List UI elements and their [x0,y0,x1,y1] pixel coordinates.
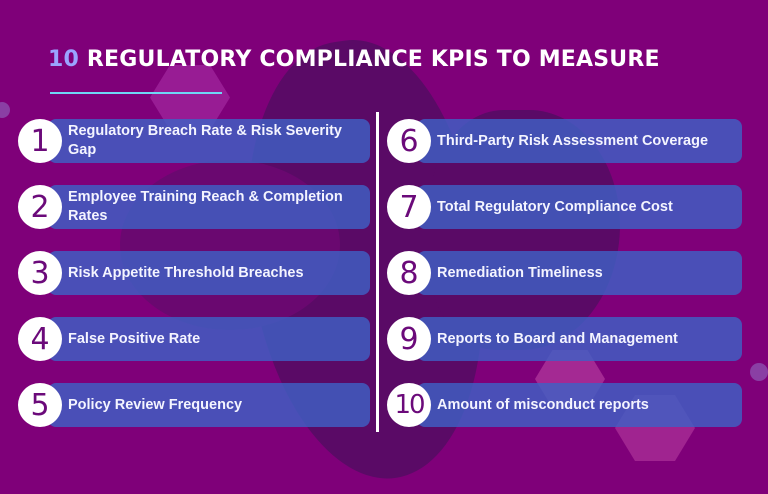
kpi-label: Third-Party Risk Assessment Coverage [437,132,709,149]
kpi-item-4: 4 False Positive Rate [18,317,370,361]
kpi-label: Reports to Board and Management [437,330,678,347]
kpi-number-badge: 8 [387,251,431,295]
kpi-item-6: 6 Third-Party Risk Assessment Coverage [387,119,742,163]
kpi-item-2: 2 Employee Training Reach & Completion R… [18,185,370,229]
dot-decoration [0,102,10,118]
kpi-label: Regulatory Breach Rate & Risk Severity G… [68,123,342,158]
kpi-item-10: 10 Amount of misconduct reports [387,383,742,427]
kpi-number-badge: 3 [18,251,62,295]
kpi-bar [48,383,370,427]
kpi-item-8: 8 Remediation Timeliness [387,251,742,295]
kpi-number-badge: 6 [387,119,431,163]
kpi-number-badge: 2 [18,185,62,229]
kpi-item-9: 9 Reports to Board and Management [387,317,742,361]
column-divider [376,112,379,432]
kpi-bar [417,383,742,427]
kpi-bar [417,317,742,361]
kpi-bar [48,317,370,361]
kpi-label: Policy Review Frequency [68,396,243,413]
kpi-item-3: 3 Risk Appetite Threshold Breaches [18,251,370,295]
kpi-number-badge: 9 [387,317,431,361]
kpi-label: Employee Training Reach & Completion Rat… [68,189,343,224]
title-underline [50,92,222,94]
kpi-number-badge: 4 [18,317,62,361]
title-text: REGULATORY COMPLIANCE KPIS TO MEASURE [86,47,660,72]
kpi-bar [417,251,742,295]
kpi-bar [48,119,370,163]
kpi-item-7: 7 Total Regulatory Compliance Cost [387,185,742,229]
kpi-label: Risk Appetite Threshold Breaches [68,264,304,281]
kpi-bar [417,119,742,163]
kpi-label: False Positive Rate [68,330,201,347]
title-number: 10 [48,47,80,72]
kpi-bar [417,185,742,229]
kpi-label: Remediation Timeliness [437,264,603,281]
kpi-item-1: 1 Regulatory Breach Rate & Risk Severity… [18,119,370,163]
kpi-number-badge: 1 [18,119,62,163]
kpi-bar [48,185,370,229]
kpi-number-badge: 5 [18,383,62,427]
kpi-label: Total Regulatory Compliance Cost [437,198,673,215]
dot-decoration [750,363,768,381]
kpi-label: Amount of misconduct reports [437,396,649,413]
kpi-number-badge: 10 [387,383,431,427]
kpi-item-5: 5 Policy Review Frequency [18,383,370,427]
kpi-number-badge: 7 [387,185,431,229]
kpi-bar [48,251,370,295]
page-title: 10 REGULATORY COMPLIANCE KPIS TO MEASURE [48,47,660,72]
